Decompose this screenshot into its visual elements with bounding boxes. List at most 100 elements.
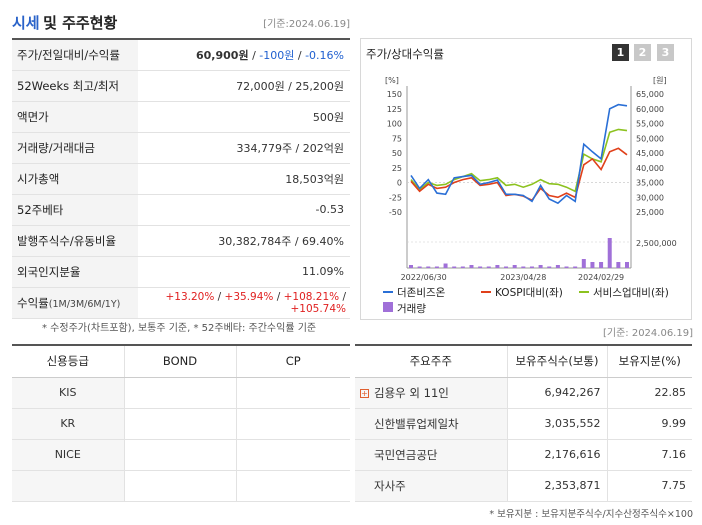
y-left-tick-label: -25 — [389, 193, 402, 202]
y-right-tick-label: 45,000 — [636, 149, 664, 158]
section-header: 시세 및 주주현황 [기준:2024.06.19] — [12, 8, 350, 36]
row-label: 주가/전일대비/수익률 — [12, 39, 138, 71]
volume-bar — [564, 266, 569, 268]
bond-rating — [124, 408, 237, 440]
holder-name[interactable]: + 김용우 외 11인 — [355, 377, 508, 409]
returns-label-sub: (1M/3M/6M/1Y) — [48, 298, 121, 310]
sep: / — [248, 48, 260, 62]
x-tick-label: 2023/04/28 — [500, 273, 546, 282]
y-left-tick-label: 50 — [392, 149, 402, 158]
volume-bar — [538, 265, 543, 268]
table-row: 신한밸류업제일차 3,035,552 9.99 — [355, 408, 692, 440]
holder-name: 신한밸류업제일차 — [355, 408, 508, 440]
y-left-tick-label: 100 — [387, 120, 402, 129]
col-header: 신용등급 — [12, 344, 125, 378]
row-label: 액면가 — [12, 101, 138, 133]
table-row: 자사주 2,353,871 7.75 — [355, 470, 692, 502]
quote-row: 시가총액 18,503억원 — [12, 163, 350, 195]
holder-pct: 22.85 — [607, 377, 692, 409]
x-tick-label: 2024/02/29 — [578, 273, 624, 282]
period-button-1[interactable]: 1 — [612, 44, 629, 61]
row-value: 500원 — [138, 101, 350, 133]
y-left-tick-label: 75 — [392, 134, 402, 143]
footnote-quote: * 수정주가(차트포함), 보통주 기준, * 52주베타: 주간수익률 기준 — [42, 323, 317, 334]
series-line-stock — [410, 103, 628, 205]
volume-bar — [486, 266, 491, 268]
period-button-3[interactable]: 3 — [657, 44, 674, 61]
row-label: 시가총액 — [12, 163, 138, 195]
legend-label: KOSPI대비(좌) — [495, 287, 563, 299]
credit-rating-table: 신용등급 BOND CP KIS KR NICE — [12, 344, 350, 502]
row-value: 11.09% — [138, 256, 350, 288]
row-label: 발행주식수/유동비율 — [12, 225, 138, 257]
volume-bar — [409, 265, 413, 268]
volume-bar — [469, 265, 474, 268]
y-right-tick-label: 60,000 — [636, 105, 664, 114]
legend-label: 서비스업대비(좌) — [593, 286, 669, 299]
change-pct: -0.16% — [305, 48, 344, 62]
major-shareholders-table: 주요주주 보유주식수(보통) 보유지분(%) + 김용우 외 11인 6,942,… — [355, 344, 692, 502]
volume-bar — [547, 266, 552, 268]
right-unit-label: [원] — [653, 76, 667, 85]
series-line-kospi — [410, 147, 628, 202]
quote-row-returns: 수익률(1M/3M/6M/1Y) +13.20% / +35.94% / +10… — [12, 287, 350, 319]
volume-bar — [452, 266, 457, 268]
legend-label: 거래량 — [397, 303, 426, 315]
volume-bar — [590, 262, 595, 268]
sep: / — [294, 48, 306, 62]
bond-rating — [124, 377, 237, 409]
rating-agency: KIS — [12, 377, 125, 409]
return-3m: +35.94% — [224, 290, 274, 303]
col-header: CP — [236, 344, 350, 378]
chart-title: 주가/상대수익률 — [366, 47, 444, 61]
title-rest: 및 주주현황 — [43, 13, 118, 32]
return-6m: +108.21% — [283, 290, 340, 303]
volume-bar — [573, 266, 578, 268]
y-right-tick-label: 35,000 — [636, 179, 664, 188]
holder-pct: 9.99 — [607, 408, 692, 440]
volume-bar — [625, 262, 629, 268]
volume-bar — [443, 263, 448, 268]
volume-bar — [512, 265, 517, 268]
returns-label: 수익률 — [17, 295, 49, 310]
volume-bar — [599, 262, 604, 268]
y-left-tick-label: 125 — [387, 105, 402, 114]
y-left-tick-label: 25 — [392, 164, 402, 173]
holder-shares: 2,353,871 — [507, 470, 608, 502]
col-header: BOND — [124, 344, 237, 378]
sep: / — [214, 290, 225, 303]
table-row: KR — [12, 408, 350, 440]
volume-bar — [434, 266, 439, 268]
y-right-tick-label: 40,000 — [636, 164, 664, 173]
expand-icon[interactable]: + — [360, 388, 369, 398]
volume-bar — [478, 266, 483, 268]
cp-rating — [236, 439, 350, 471]
sep: / — [339, 290, 346, 303]
period-button-2[interactable]: 2 — [634, 44, 651, 61]
volume-tick-label: 2,500,000 — [636, 239, 677, 248]
footnote-shareholders: * 보유지분 : 보유지분주식수/지수산정주식수×100 — [489, 509, 693, 520]
returns-values: +13.20% / +35.94% / +108.21% / +105.74% — [138, 287, 350, 319]
change-value: -100원 — [259, 48, 295, 62]
volume-bar — [521, 266, 526, 268]
quote-row: 거래량/거래대금 334,779주 / 202억원 — [12, 132, 350, 164]
row-label: 거래량/거래대금 — [12, 132, 138, 164]
row-value: 18,503억원 — [138, 163, 350, 195]
sep: / — [273, 290, 284, 303]
row-label: 52주베타 — [12, 194, 138, 226]
return-1m: +13.20% — [165, 290, 215, 303]
holder-pct: 7.75 — [607, 470, 692, 502]
quote-table: 주가/전일대비/수익률 60,900원 / -100원 / -0.16% 52W… — [12, 38, 350, 319]
rating-agency: NICE — [12, 439, 125, 471]
col-header: 보유주식수(보통) — [507, 344, 608, 378]
volume-bar — [504, 266, 509, 268]
volume-bar — [555, 265, 560, 268]
y-left-tick-label: -50 — [389, 208, 402, 217]
holder-shares: 2,176,616 — [507, 439, 608, 471]
table-row: 국민연금공단 2,176,616 7.16 — [355, 439, 692, 471]
y-right-tick-label: 50,000 — [636, 134, 664, 143]
return-1y: +105.74% — [290, 302, 346, 315]
y-left-tick-label: 150 — [387, 90, 402, 99]
cp-rating — [236, 470, 350, 502]
holder-pct: 7.16 — [607, 439, 692, 471]
